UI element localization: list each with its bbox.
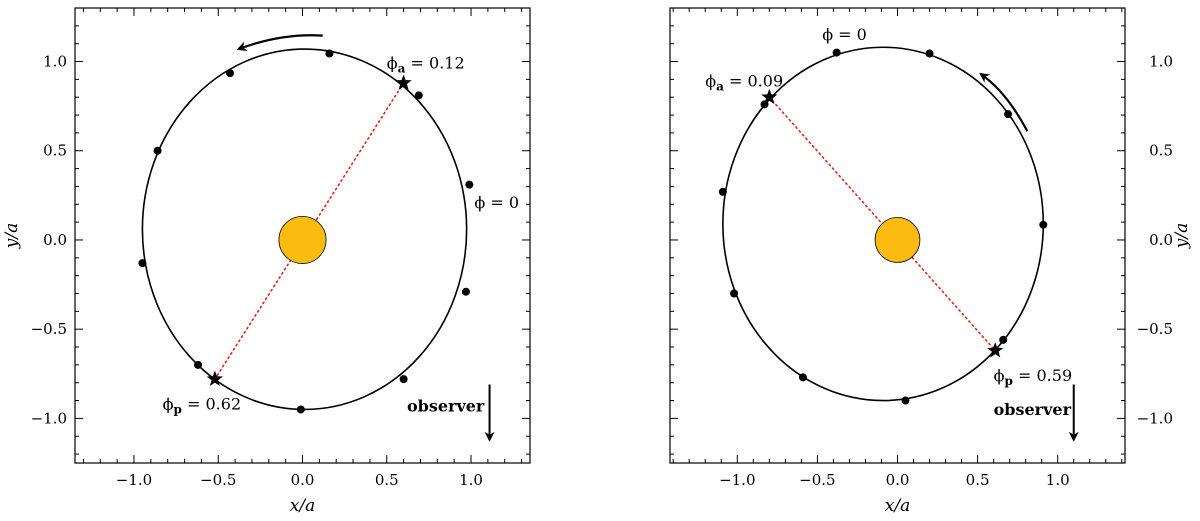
apoastron-marker [395,74,412,90]
phase-point [461,287,470,296]
phase-point [832,48,841,57]
y-axis-label: y/a [2,223,22,249]
phase-point [999,335,1008,344]
phi-symbol: ϕ [387,54,398,73]
x-axis-label: x/a [290,496,315,516]
observer-label: observer [407,396,485,415]
left-orbit-panel: −1.0 −0.5 0.0 0.5 1.0 −1.0 −0.5 0.0 0.5 1.0 x/a y/a… [2,7,531,516]
phi-symbol: ϕ [994,366,1005,385]
x-tick-label: −1.0 [116,471,152,489]
y-axis-label: y/a [1172,223,1192,249]
phi-symbol: ϕ [163,394,174,413]
y-tick-label: 1.0 [43,53,67,71]
host-star [874,217,921,263]
phi-subscript: a [398,62,406,76]
host-star [278,215,327,264]
phase-periastron-label: ϕp = 0.62 [163,394,242,416]
phase-periastron-label: ϕp = 0.59 [994,366,1072,388]
phase-point [1039,220,1048,229]
phase-zero-label: ϕ = 0 [822,25,867,44]
x-tick-label: −1.0 [719,471,755,489]
phase-apoastron-label: ϕa = 0.09 [705,72,783,94]
phase-value: = 0.59 [1013,366,1072,385]
phase-zero-label: ϕ = 0 [474,193,519,212]
phi-subscript: p [1005,374,1013,388]
y-tick-label: −0.5 [1137,320,1173,338]
phase-value: = 0.62 [182,394,241,413]
phase-point [718,187,727,196]
x-tick-label: 1.0 [459,471,483,489]
phase-point [901,396,910,405]
phi-subscript: p [174,402,182,416]
x-tick-label: 1.0 [1046,471,1070,489]
phase-point [798,373,807,382]
phase-point [925,49,934,58]
x-tick-label: 0.0 [886,471,910,489]
phase-point [194,360,203,369]
x-tick-label: −0.5 [200,471,236,489]
y-tick-label: −1.0 [31,409,67,427]
phi-symbol: ϕ [705,72,716,91]
phase-point [465,180,474,189]
periastron-marker [206,370,223,387]
phase-value: = 0.12 [405,54,464,73]
y-tick-label: −0.5 [31,320,67,338]
apoastron-marker [761,88,778,105]
y-tick-label: 1.0 [1149,53,1173,71]
y-tick-label: 0.5 [43,142,67,160]
x-tick-label: 0.5 [966,471,990,489]
orbit-direction-arrow [979,72,1029,132]
phase-point [730,289,739,298]
phase-point [1004,110,1013,119]
phase-point [414,91,423,100]
x-tick-label: −0.5 [799,471,835,489]
x-tick-label: 0.0 [291,471,315,489]
phase-point [138,259,147,268]
right-orbit-panel: −1.0 −0.5 0.0 0.5 1.0 −1.0 −0.5 0.0 0.5 1.0 x/a y/a… [669,7,1192,516]
phase-point [226,69,235,78]
x-tick-label: 0.5 [375,471,399,489]
phase-apoastron-label: ϕa = 0.12 [387,54,465,76]
phase-point [325,49,334,58]
phi-subscript: a [716,80,724,94]
phase-point [296,405,305,414]
y-tick-label: −1.0 [1137,409,1173,427]
y-tick-label: 0.5 [1149,142,1173,160]
y-tick-label: 0.0 [43,231,67,249]
observer-label: observer [994,400,1072,419]
orbit-direction-arrow [236,34,323,51]
phase-value: = 0.09 [724,72,783,91]
phase-point [399,375,408,384]
phase-point [153,146,162,155]
x-axis-label: x/a [885,496,910,516]
y-tick-label: 0.0 [1149,231,1173,249]
periastron-marker [987,342,1004,358]
